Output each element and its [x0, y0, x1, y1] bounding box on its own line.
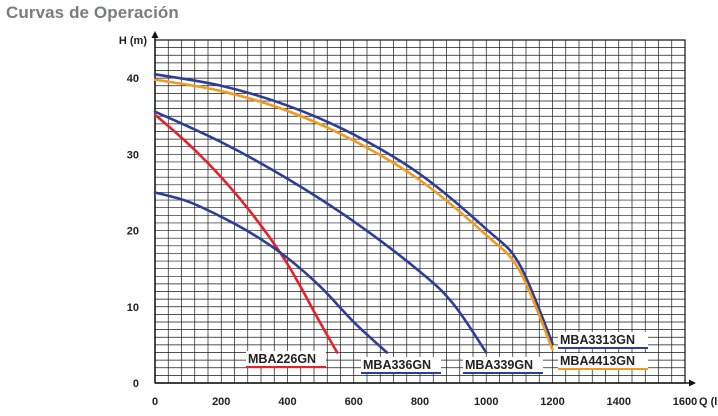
- series-label-mba336gn: MBA336GN: [363, 358, 431, 372]
- x-tick-label: 400: [278, 396, 296, 408]
- x-tick-label: 200: [212, 396, 230, 408]
- x-tick-label: 800: [411, 396, 429, 408]
- x-tick-label: 1200: [540, 396, 564, 408]
- series-label-mba4413gn: MBA4413GN: [560, 354, 635, 368]
- y-tick-label: 0: [133, 378, 139, 390]
- y-tick-label: 10: [127, 302, 139, 314]
- series-label-bg: [558, 353, 648, 368]
- series-label-bg: [463, 357, 543, 372]
- series-label-bg: [361, 357, 441, 372]
- series-line-mba226gn: [153, 113, 339, 354]
- series-line-mba339gn: [153, 110, 488, 354]
- y-tick-label: 40: [127, 73, 139, 85]
- series-label-bg: [558, 332, 648, 347]
- series-label-mba226gn: MBA226GN: [248, 352, 316, 366]
- y-axis-arrowhead: [151, 31, 159, 38]
- x-tick-label: 1600: [673, 396, 697, 408]
- y-tick-label: 30: [127, 149, 139, 161]
- x-tick-label: 1000: [474, 396, 498, 408]
- chart-series: [153, 73, 554, 354]
- series-label-bg: [246, 351, 326, 366]
- series-label-mba3313gn: MBA3313GN: [560, 333, 635, 347]
- y-axis-label: H (m): [119, 35, 147, 47]
- x-axis-label: Q (lpm): [699, 396, 718, 408]
- chart-axes: 0 200 400 600 800 1000 1200 1400 1600 0 10 20 30 40: [127, 31, 697, 408]
- chart-title: Curvas de Operación: [6, 3, 179, 22]
- chart-series-labels: MBA226GN MBA336GN MBA339GN MBA3313GN MBA4413…: [246, 332, 648, 374]
- series-line-mba4413gn: [153, 78, 554, 351]
- x-tick-label: 600: [345, 396, 363, 408]
- x-axis-arrowhead: [689, 379, 696, 387]
- series-line-mba336gn: [153, 191, 389, 354]
- x-tick-label: 0: [152, 396, 158, 408]
- x-tick-label: 1400: [607, 396, 631, 408]
- chart-grid: [154, 39, 686, 384]
- series-line-mba3313gn: [153, 73, 554, 345]
- y-tick-label: 20: [127, 226, 139, 238]
- series-label-mba339gn: MBA339GN: [465, 358, 533, 372]
